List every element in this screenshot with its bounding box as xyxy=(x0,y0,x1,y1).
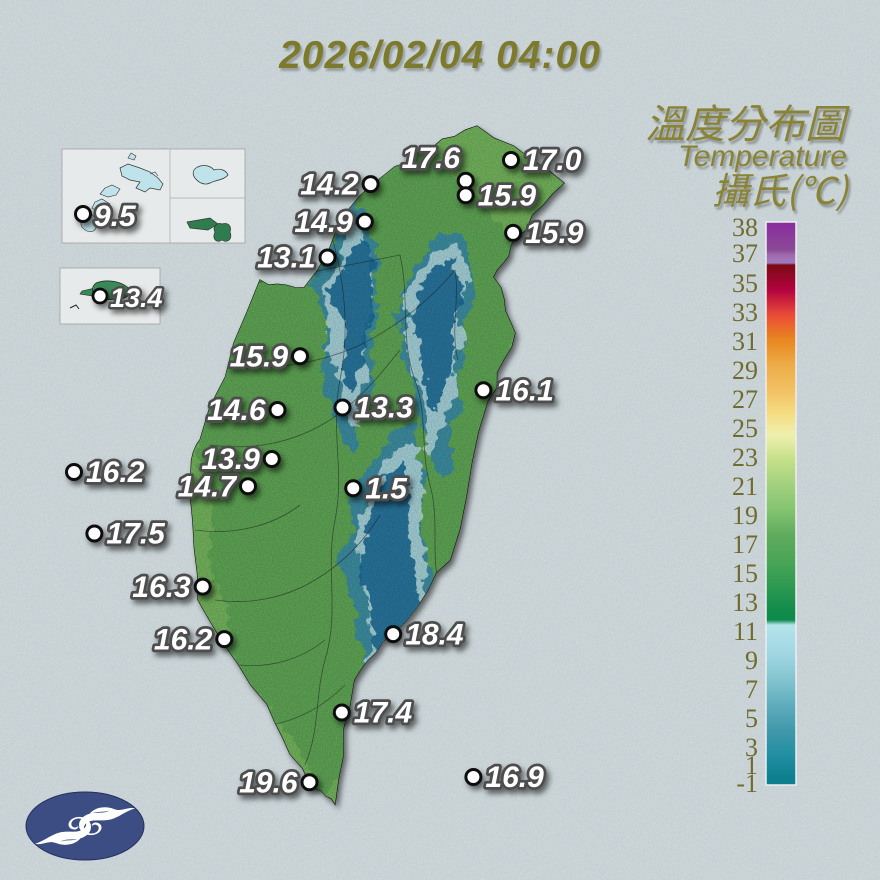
svg-text:15.9: 15.9 xyxy=(478,180,537,213)
svg-text:31: 31 xyxy=(732,327,758,356)
svg-text:17.6: 17.6 xyxy=(402,142,461,175)
svg-text:17.4: 17.4 xyxy=(354,697,413,730)
svg-text:13.1: 13.1 xyxy=(257,242,315,275)
svg-text:11: 11 xyxy=(733,617,758,646)
svg-text:5: 5 xyxy=(745,704,758,733)
svg-text:19: 19 xyxy=(732,501,758,530)
svg-text:15.9: 15.9 xyxy=(230,340,289,373)
svg-text:19.6: 19.6 xyxy=(239,767,298,800)
svg-text:18.4: 18.4 xyxy=(405,618,464,651)
svg-text:14.9: 14.9 xyxy=(294,206,353,239)
svg-text:9: 9 xyxy=(745,646,758,675)
svg-text:15.9: 15.9 xyxy=(525,217,584,250)
svg-text:17.5: 17.5 xyxy=(106,518,166,551)
svg-text:17.0: 17.0 xyxy=(523,144,582,177)
svg-text:-1: -1 xyxy=(736,769,758,798)
svg-text:13.4: 13.4 xyxy=(110,283,163,313)
svg-text:15: 15 xyxy=(732,559,758,588)
svg-text:14.7: 14.7 xyxy=(178,470,238,503)
svg-text:17: 17 xyxy=(732,530,758,559)
svg-text:37: 37 xyxy=(732,239,758,268)
svg-text:21: 21 xyxy=(732,472,758,501)
svg-text:27: 27 xyxy=(732,385,758,414)
svg-text:35: 35 xyxy=(732,269,758,298)
svg-text:16.3: 16.3 xyxy=(132,571,191,604)
svg-text:14.2: 14.2 xyxy=(300,168,359,201)
svg-text:33: 33 xyxy=(732,298,758,327)
svg-text:38: 38 xyxy=(732,213,758,242)
svg-text:13.3: 13.3 xyxy=(355,392,414,425)
svg-text:16.1: 16.1 xyxy=(495,374,553,407)
svg-text:29: 29 xyxy=(732,356,758,385)
svg-text:7: 7 xyxy=(745,675,758,704)
svg-text:13: 13 xyxy=(732,588,758,617)
svg-text:23: 23 xyxy=(732,443,758,472)
svg-text:1.5: 1.5 xyxy=(365,472,408,505)
svg-text:16.2: 16.2 xyxy=(86,456,145,489)
svg-text:16.2: 16.2 xyxy=(154,623,213,656)
svg-text:16.9: 16.9 xyxy=(485,761,544,794)
svg-text:25: 25 xyxy=(732,414,758,443)
svg-text:攝氏(℃): 攝氏(℃) xyxy=(712,161,850,215)
svg-text:14.6: 14.6 xyxy=(207,394,266,427)
svg-text:9.5: 9.5 xyxy=(94,200,137,233)
